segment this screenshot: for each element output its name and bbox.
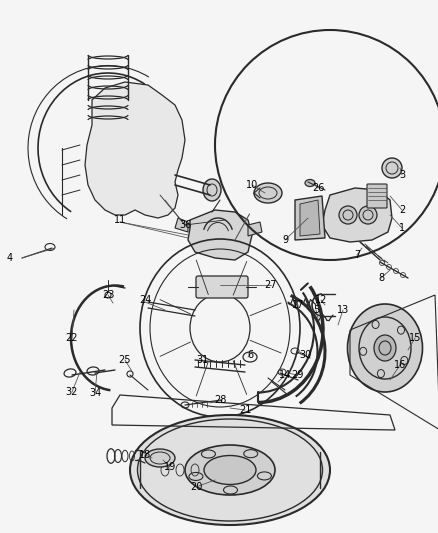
- Ellipse shape: [204, 456, 255, 484]
- Text: 11: 11: [113, 215, 126, 225]
- Text: 24: 24: [138, 295, 151, 305]
- Text: 15: 15: [408, 333, 420, 343]
- Polygon shape: [187, 210, 251, 260]
- FancyBboxPatch shape: [195, 276, 247, 298]
- Text: 10: 10: [245, 180, 258, 190]
- Text: 2: 2: [398, 205, 404, 215]
- Text: 8: 8: [377, 273, 383, 283]
- Ellipse shape: [338, 206, 356, 224]
- Text: 27: 27: [264, 280, 277, 290]
- Text: 17: 17: [291, 300, 304, 310]
- Text: 22: 22: [66, 333, 78, 343]
- Ellipse shape: [202, 179, 220, 201]
- Ellipse shape: [130, 415, 329, 525]
- Text: 32: 32: [66, 387, 78, 397]
- Ellipse shape: [373, 335, 395, 361]
- Ellipse shape: [145, 449, 175, 467]
- Polygon shape: [175, 218, 187, 232]
- Polygon shape: [247, 222, 261, 236]
- Text: 16: 16: [393, 360, 405, 370]
- Text: 9: 9: [281, 235, 287, 245]
- Text: 14: 14: [278, 370, 290, 380]
- Text: 3: 3: [398, 170, 404, 180]
- Text: 34: 34: [88, 388, 101, 398]
- Text: 5: 5: [312, 305, 318, 315]
- Ellipse shape: [347, 304, 421, 392]
- Text: 12: 12: [314, 295, 326, 305]
- Text: 21: 21: [238, 405, 251, 415]
- Ellipse shape: [184, 445, 274, 495]
- Polygon shape: [294, 196, 324, 240]
- Text: 25: 25: [119, 355, 131, 365]
- Text: 6: 6: [246, 350, 252, 360]
- FancyBboxPatch shape: [366, 184, 386, 208]
- Ellipse shape: [358, 206, 376, 224]
- Ellipse shape: [381, 158, 401, 178]
- Text: 28: 28: [213, 395, 226, 405]
- Text: 20: 20: [189, 482, 202, 492]
- Polygon shape: [321, 188, 391, 242]
- Text: 31: 31: [195, 355, 208, 365]
- Text: 36: 36: [178, 220, 191, 230]
- Polygon shape: [299, 200, 319, 236]
- Ellipse shape: [304, 180, 314, 187]
- Text: 7: 7: [353, 250, 359, 260]
- Text: 13: 13: [336, 305, 348, 315]
- Ellipse shape: [254, 183, 281, 203]
- Text: 18: 18: [138, 450, 151, 460]
- Text: 23: 23: [102, 290, 114, 300]
- Polygon shape: [85, 82, 184, 218]
- Text: 1: 1: [398, 223, 404, 233]
- Text: 19: 19: [163, 462, 176, 472]
- Text: 4: 4: [7, 253, 13, 263]
- Text: 30: 30: [298, 350, 311, 360]
- Text: 29: 29: [290, 370, 303, 380]
- Text: 26: 26: [311, 183, 323, 193]
